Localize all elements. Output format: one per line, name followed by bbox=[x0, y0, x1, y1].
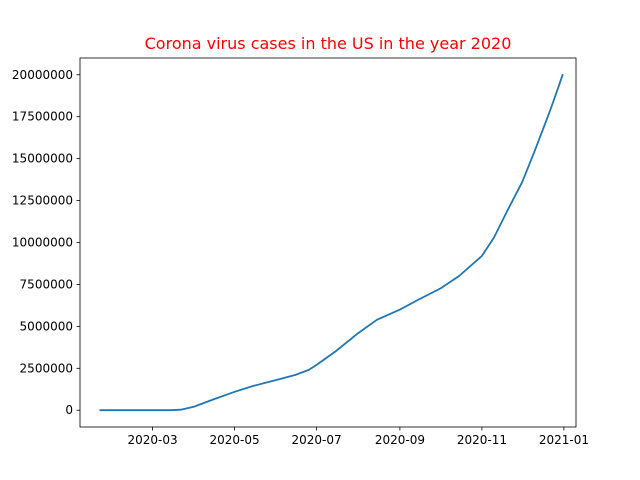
x-tick-label: 2020-09 bbox=[375, 433, 425, 447]
y-tick-label: 10000000 bbox=[12, 236, 73, 250]
plot-frame bbox=[79, 57, 577, 428]
plot-area bbox=[99, 73, 564, 412]
x-tick-label: 2021-01 bbox=[539, 433, 589, 447]
y-tick-label: 17500000 bbox=[12, 110, 73, 124]
y-tick-label: 20000000 bbox=[12, 68, 73, 82]
y-axis: 0 2500000 5000000 7500000 10000000 12500000 15… bbox=[12, 68, 80, 417]
x-axis: 2020-03 2020-05 2020-07 2020-09 2020-11 2021-… bbox=[128, 427, 589, 447]
y-tick-label: 7500000 bbox=[20, 277, 73, 291]
x-tick-label: 2020-07 bbox=[292, 433, 342, 447]
series-line-0 bbox=[99, 73, 564, 412]
y-tick-label: 5000000 bbox=[20, 319, 73, 333]
y-tick-label: 0 bbox=[65, 403, 73, 417]
x-tick-label: 2020-03 bbox=[128, 433, 178, 447]
y-tick-label: 2500000 bbox=[20, 361, 73, 375]
x-tick-label: 2020-05 bbox=[210, 433, 260, 447]
y-tick-label: 15000000 bbox=[12, 152, 73, 166]
y-tick-label: 12500000 bbox=[12, 194, 73, 208]
x-tick-label: 2020-11 bbox=[457, 433, 507, 447]
chart-title: Corona virus cases in the US in the year… bbox=[145, 34, 512, 53]
